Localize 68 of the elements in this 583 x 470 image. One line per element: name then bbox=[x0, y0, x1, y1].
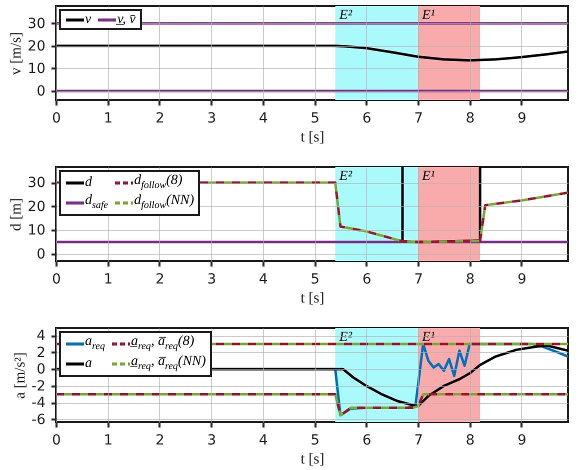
y-tick-label: 0 bbox=[36, 246, 46, 262]
y-tick-label: 30 bbox=[28, 16, 46, 32]
x-tick-label: 9 bbox=[517, 272, 526, 288]
line-series bbox=[56, 393, 568, 417]
x-tick-label: 6 bbox=[362, 110, 372, 126]
x-tick-label: 9 bbox=[517, 432, 526, 448]
y-tick-label: 20 bbox=[28, 38, 46, 54]
x-tick-label: 4 bbox=[258, 432, 268, 448]
legend-label: d bbox=[85, 175, 92, 190]
x-tick-label: 0 bbox=[52, 272, 61, 288]
x-tick-label: 8 bbox=[466, 110, 475, 126]
x-tick-label: 8 bbox=[466, 432, 475, 448]
y-tick-label: 4 bbox=[36, 328, 46, 344]
y-tick-label: 10 bbox=[28, 222, 46, 239]
legend-label: d$_{safe}$ bbox=[85, 192, 108, 213]
y-axis-title: v [m/s] bbox=[8, 32, 25, 75]
legend-label: d$_{follow}$(8) bbox=[134, 173, 182, 193]
x-tick-label: 5 bbox=[310, 272, 320, 288]
legend-label: a̲$_{req}$, a̅$_{req}$(8) bbox=[130, 334, 194, 354]
x-tick-label: 8 bbox=[466, 272, 475, 288]
x-tick-label: 6 bbox=[362, 272, 372, 288]
legend-label: a bbox=[85, 356, 92, 372]
band-label: E² bbox=[338, 330, 353, 345]
x-axis-title: t [s] bbox=[300, 452, 324, 468]
x-tick-label: 2 bbox=[155, 272, 164, 288]
y-tick-label: 0 bbox=[36, 362, 46, 378]
x-tick-label: 2 bbox=[155, 432, 164, 448]
x-tick-label: 4 bbox=[258, 110, 268, 126]
x-tick-label: 3 bbox=[207, 272, 216, 288]
y-tick-label: 10 bbox=[28, 60, 46, 77]
x-tick-label: 4 bbox=[258, 272, 268, 288]
band-label: E¹ bbox=[421, 169, 435, 184]
band-label: E² bbox=[338, 169, 353, 184]
y-tick-label: 30 bbox=[28, 175, 46, 192]
x-tick-label: 0 bbox=[52, 432, 61, 448]
y-tick-label: -4 bbox=[32, 395, 46, 412]
x-tick-label: 1 bbox=[104, 110, 113, 126]
x-tick-label: 5 bbox=[310, 432, 320, 448]
x-tick-label: 0 bbox=[52, 110, 61, 126]
y-tick-label: 20 bbox=[28, 198, 46, 215]
x-tick-label: 2 bbox=[155, 110, 164, 126]
legend-label: v̲, v̄ bbox=[117, 12, 136, 27]
band-label: E² bbox=[338, 8, 353, 23]
x-tick-label: 5 bbox=[310, 110, 320, 126]
band-label: E¹ bbox=[421, 330, 435, 345]
x-tick-label: 7 bbox=[414, 432, 423, 448]
y-tick-label: 2 bbox=[36, 344, 46, 361]
legend-label: d$_{follow}$(NN) bbox=[134, 192, 194, 213]
y-axis-title: a [m/s²] bbox=[12, 352, 29, 399]
legend-label: v bbox=[85, 12, 92, 27]
x-tick-label: 9 bbox=[517, 110, 526, 126]
x-tick-label: 7 bbox=[414, 110, 423, 126]
x-axis-title: t [s] bbox=[300, 130, 324, 146]
y-tick-label: 0 bbox=[36, 83, 46, 100]
x-tick-label: 6 bbox=[362, 432, 372, 448]
y-axis-title: d [m] bbox=[8, 198, 25, 231]
x-axis-title: t [s] bbox=[300, 290, 324, 306]
x-tick-label: 3 bbox=[207, 432, 216, 448]
line-series bbox=[56, 44, 568, 62]
legend-label: a̲$_{req}$, a̅$_{req}$(NN) bbox=[130, 354, 206, 374]
x-tick-label: 1 bbox=[104, 272, 113, 288]
x-tick-label: 7 bbox=[414, 272, 423, 288]
legend-label: a$_{req}$ bbox=[85, 334, 105, 354]
band-label: E¹ bbox=[421, 8, 435, 23]
x-tick-label: 3 bbox=[207, 110, 216, 126]
x-tick-label: 1 bbox=[104, 432, 113, 448]
y-tick-label: -6 bbox=[32, 412, 46, 428]
y-tick-label: -2 bbox=[32, 378, 46, 394]
